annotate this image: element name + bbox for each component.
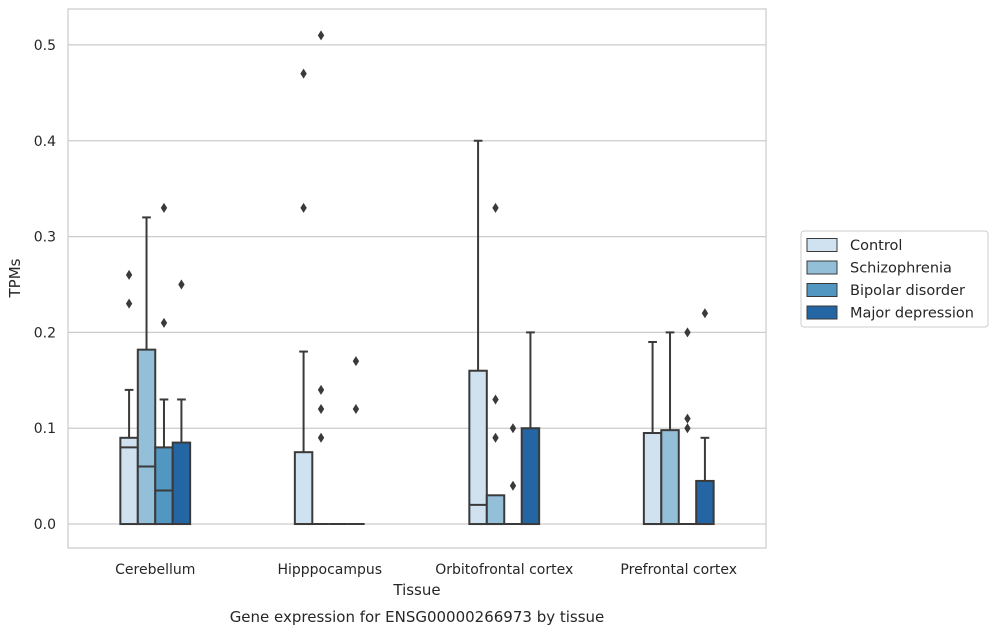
y-tick-label: 0.1: [34, 421, 56, 437]
outlier-point: [684, 413, 691, 424]
box-3-3: [695, 308, 715, 526]
outlier-point: [684, 423, 691, 434]
legend-label: Control: [850, 238, 902, 254]
box-body: [154, 446, 174, 526]
box-body: [485, 494, 506, 526]
outlier-point: [160, 317, 168, 328]
box-3-2: [678, 327, 697, 526]
legend: Control Schizophrenia Bipolar disorder Majo…: [800, 230, 989, 328]
outlier-point: [317, 404, 325, 415]
y-axis-title: TPMs: [6, 258, 24, 298]
outlier-point: [300, 202, 307, 213]
legend-swatch: [806, 305, 838, 320]
box-layer: [119, 30, 715, 526]
outlier-point: [352, 356, 360, 367]
box-body: [119, 436, 139, 526]
outlier-point: [317, 384, 325, 395]
y-tick-label: 0.4: [34, 134, 56, 150]
outlier-point: [701, 308, 709, 319]
x-tick-label: Orbitofrontal cortex: [435, 562, 573, 578]
outlier-point: [492, 394, 499, 405]
outlier-point: [317, 432, 325, 443]
y-tick-label: 0.5: [34, 38, 56, 54]
outlier-point: [178, 279, 185, 290]
outlier-point: [125, 298, 133, 309]
chart-title: Gene expression for ENSG00000266973 by t…: [230, 608, 605, 626]
box-2-2: [504, 423, 522, 526]
box-body: [520, 427, 541, 526]
box-body: [660, 429, 680, 526]
box-0-1: [136, 216, 157, 526]
x-axis-title: Tissue: [392, 581, 440, 599]
legend-swatch: [806, 260, 838, 275]
box-body: [136, 348, 157, 526]
box-body: [642, 432, 663, 526]
legend-label: Bipolar disorder: [850, 283, 965, 299]
y-tick-label: 0.3: [34, 230, 56, 246]
outlier-point: [684, 327, 691, 338]
outlier-point: [160, 202, 168, 213]
box-3-1: [660, 331, 680, 526]
box-1-3: [347, 356, 365, 526]
outlier-point: [125, 269, 133, 280]
outlier-point: [352, 404, 360, 415]
outlier-point: [300, 68, 307, 79]
box-2-0: [468, 139, 488, 526]
box-0-3: [171, 279, 192, 526]
outlier-point: [317, 30, 325, 41]
box-1-1: [312, 30, 330, 526]
y-tick-labels: 0.0 0.1 0.2 0.3 0.4 0.5: [34, 38, 56, 533]
legend-label: Schizophrenia: [850, 261, 952, 277]
box-0-0: [119, 269, 139, 526]
y-tick-label: 0.2: [34, 325, 56, 341]
box-body: [293, 451, 314, 526]
legend-frame: [800, 230, 989, 328]
outlier-point: [509, 423, 517, 434]
box-body: [468, 369, 488, 526]
outlier-point: [492, 432, 499, 443]
box-body: [171, 441, 192, 526]
x-tick-label: Cerebellum: [115, 562, 195, 578]
x-tick-labels: Cerebellum Hipppocampus Orbitofrontal cort…: [115, 562, 737, 578]
outlier-point: [492, 202, 499, 213]
outlier-point: [509, 480, 517, 491]
x-tick-label: Prefrontal cortex: [620, 562, 737, 578]
x-tick-label: Hipppocampus: [277, 562, 382, 578]
plot-area-frame: [67, 8, 767, 549]
box-body: [695, 479, 715, 526]
y-tick-label: 0.0: [34, 517, 56, 533]
box-2-3: [520, 331, 541, 526]
box-2-1: [485, 202, 506, 526]
legend-swatch: [806, 238, 838, 252]
legend-swatch: [806, 283, 838, 297]
box-1-0: [293, 68, 314, 526]
legend-label: Major depression: [850, 306, 974, 322]
